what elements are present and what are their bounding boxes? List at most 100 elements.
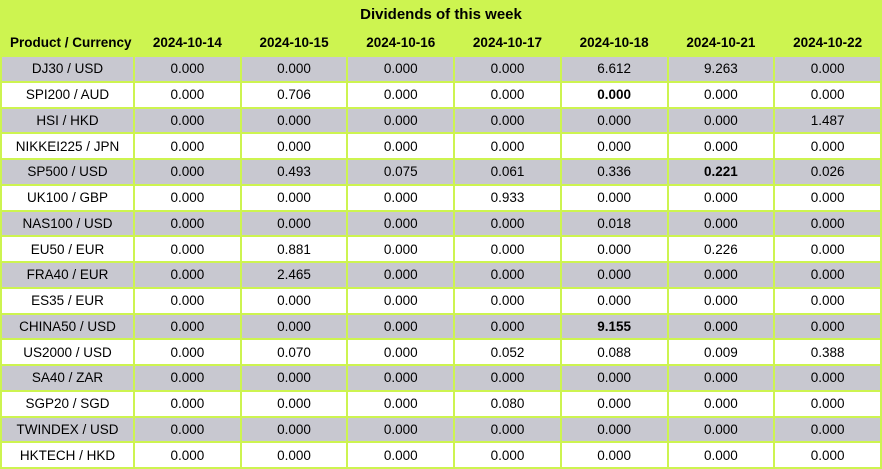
value-cell: 0.000 <box>239 389 349 418</box>
value-cell: 0.026 <box>773 158 882 186</box>
value-cell: 0.000 <box>133 286 242 315</box>
product-cell: ES35 / EUR <box>0 286 135 315</box>
value-cell: 0.000 <box>346 132 456 160</box>
value-cell: 0.221 <box>666 158 776 186</box>
product-cell: CHINA50 / USD <box>0 312 135 341</box>
value-cell: 0.000 <box>666 106 776 135</box>
value-cell: 0.070 <box>239 338 349 366</box>
table-row: NIKKEI225 / JPN 0.000 0.000 0.000 0.000 0.000… <box>0 132 882 160</box>
value-cell: 0.000 <box>239 183 349 212</box>
value-cell: 1.487 <box>773 106 882 135</box>
value-cell: 2.465 <box>239 261 349 289</box>
value-cell: 0.000 <box>346 364 456 392</box>
value-cell: 0.000 <box>346 106 456 135</box>
column-header-date: 2024-10-22 <box>773 28 882 57</box>
value-cell: 0.000 <box>453 261 562 289</box>
column-header-date: 2024-10-17 <box>453 28 562 57</box>
value-cell: 9.155 <box>559 312 669 341</box>
header-row: Product / Currency 2024-10-14 2024-10-15 2… <box>0 28 882 57</box>
value-cell: 0.000 <box>453 209 562 238</box>
value-cell: 0.000 <box>773 209 882 238</box>
value-cell: 0.000 <box>773 183 882 212</box>
value-cell: 0.000 <box>559 80 669 109</box>
value-cell: 0.000 <box>133 312 242 341</box>
value-cell: 0.000 <box>239 106 349 135</box>
product-cell: HSI / HKD <box>0 106 135 135</box>
value-cell: 0.000 <box>239 415 349 444</box>
value-cell: 0.493 <box>239 158 349 186</box>
value-cell: 0.000 <box>133 338 242 366</box>
value-cell: 9.263 <box>666 55 776 83</box>
table-row: ES35 / EUR 0.000 0.000 0.000 0.000 0.000 0.000… <box>0 286 882 315</box>
value-cell: 0.000 <box>666 415 776 444</box>
value-cell: 0.000 <box>773 235 882 263</box>
value-cell: 0.000 <box>559 132 669 160</box>
value-cell: 0.000 <box>453 286 562 315</box>
value-cell: 0.000 <box>133 80 242 109</box>
value-cell: 0.000 <box>239 364 349 392</box>
table-row: DJ30 / USD 0.000 0.000 0.000 0.000 6.612 9.263… <box>0 55 882 83</box>
value-cell: 0.000 <box>346 389 456 418</box>
value-cell: 0.706 <box>239 80 349 109</box>
value-cell: 0.000 <box>133 441 242 469</box>
column-header-date: 2024-10-21 <box>666 28 776 57</box>
table-row: US2000 / USD 0.000 0.070 0.000 0.052 0.088 0.0… <box>0 338 882 366</box>
value-cell: 0.009 <box>666 338 776 366</box>
value-cell: 0.088 <box>559 338 669 366</box>
table-header: Product / Currency 2024-10-14 2024-10-15 2… <box>0 28 882 57</box>
table-row: SP500 / USD 0.000 0.493 0.075 0.061 0.336 0.22… <box>0 158 882 186</box>
value-cell: 0.052 <box>453 338 562 366</box>
column-header-date: 2024-10-18 <box>559 28 669 57</box>
value-cell: 0.000 <box>239 286 349 315</box>
value-cell: 0.000 <box>453 312 562 341</box>
value-cell: 0.000 <box>453 235 562 263</box>
product-cell: NIKKEI225 / JPN <box>0 132 135 160</box>
value-cell: 0.000 <box>773 441 882 469</box>
value-cell: 0.000 <box>559 261 669 289</box>
value-cell: 0.000 <box>773 415 882 444</box>
value-cell: 0.000 <box>346 209 456 238</box>
table-row: TWINDEX / USD 0.000 0.000 0.000 0.000 0.000 0.… <box>0 415 882 444</box>
value-cell: 0.000 <box>453 55 562 83</box>
value-cell: 0.000 <box>346 55 456 83</box>
product-cell: EU50 / EUR <box>0 235 135 263</box>
product-cell: UK100 / GBP <box>0 183 135 212</box>
value-cell: 0.000 <box>666 286 776 315</box>
value-cell: 0.000 <box>666 80 776 109</box>
value-cell: 0.000 <box>773 389 882 418</box>
value-cell: 0.000 <box>346 80 456 109</box>
product-cell: US2000 / USD <box>0 338 135 366</box>
value-cell: 0.000 <box>453 364 562 392</box>
value-cell: 0.000 <box>346 312 456 341</box>
product-cell: SPI200 / AUD <box>0 80 135 109</box>
product-cell: DJ30 / USD <box>0 55 135 83</box>
table-row: EU50 / EUR 0.000 0.881 0.000 0.000 0.000 0.226… <box>0 235 882 263</box>
dividends-table: Product / Currency 2024-10-14 2024-10-15 2… <box>0 28 882 469</box>
table-row: SPI200 / AUD 0.000 0.706 0.000 0.000 0.000 0.0… <box>0 80 882 109</box>
value-cell: 0.075 <box>346 158 456 186</box>
value-cell: 0.000 <box>346 286 456 315</box>
value-cell: 0.000 <box>559 106 669 135</box>
value-cell: 0.000 <box>346 261 456 289</box>
value-cell: 0.000 <box>453 106 562 135</box>
value-cell: 0.000 <box>773 132 882 160</box>
column-header-date: 2024-10-14 <box>133 28 242 57</box>
value-cell: 0.226 <box>666 235 776 263</box>
table-row: CHINA50 / USD 0.000 0.000 0.000 0.000 9.155 0.… <box>0 312 882 341</box>
value-cell: 0.080 <box>453 389 562 418</box>
value-cell: 0.000 <box>346 441 456 469</box>
value-cell: 0.000 <box>559 441 669 469</box>
table-body: DJ30 / USD 0.000 0.000 0.000 0.000 6.612 9.263… <box>0 55 882 469</box>
value-cell: 0.000 <box>346 415 456 444</box>
value-cell: 0.000 <box>133 158 242 186</box>
value-cell: 0.000 <box>346 235 456 263</box>
value-cell: 0.000 <box>133 183 242 212</box>
value-cell: 6.612 <box>559 55 669 83</box>
value-cell: 0.000 <box>666 132 776 160</box>
column-header-date: 2024-10-16 <box>346 28 456 57</box>
value-cell: 0.018 <box>559 209 669 238</box>
value-cell: 0.000 <box>773 312 882 341</box>
value-cell: 0.000 <box>133 209 242 238</box>
value-cell: 0.000 <box>453 132 562 160</box>
